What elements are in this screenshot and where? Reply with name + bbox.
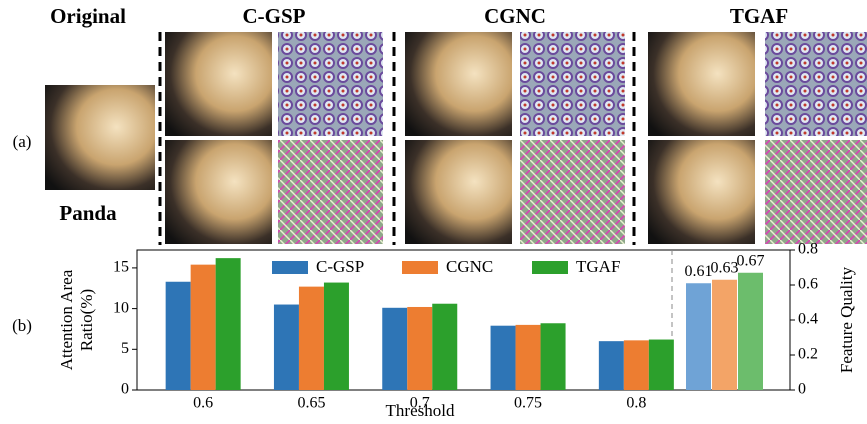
bar xyxy=(649,340,674,390)
legend-swatch xyxy=(532,261,568,274)
image xyxy=(648,32,755,136)
method-title: TGAF xyxy=(730,4,788,28)
x-tick-label: 0.75 xyxy=(514,395,542,412)
y-axis-label: Attention AreaRatio(%) xyxy=(57,269,96,370)
image xyxy=(765,140,867,244)
bar xyxy=(491,326,516,390)
method-title: CGNC xyxy=(484,4,546,28)
method-title: C-GSP xyxy=(243,4,306,28)
y-tick-label: 5 xyxy=(121,340,129,357)
panel-label: (a) xyxy=(13,132,32,151)
y2-tick-label: 0.6 xyxy=(798,276,818,293)
y2-axis-label: Feature Quality xyxy=(837,266,856,373)
bar xyxy=(516,325,541,390)
y2-tick-label: 0.8 xyxy=(798,241,818,258)
bar xyxy=(541,323,566,390)
bar xyxy=(624,340,649,390)
original-caption: Panda xyxy=(59,201,117,225)
x-tick-label: 0.65 xyxy=(297,395,325,412)
y2-tick-label: 0.2 xyxy=(798,346,818,363)
panel-label: (b) xyxy=(12,316,32,335)
x-tick-label: 0.8 xyxy=(626,395,646,412)
bar xyxy=(299,287,324,390)
image xyxy=(520,140,625,244)
image xyxy=(165,140,272,244)
bar xyxy=(599,341,624,390)
legend-swatch xyxy=(402,261,438,274)
legend-label: C-GSP xyxy=(316,257,364,276)
bar xyxy=(407,307,432,390)
image xyxy=(165,32,272,136)
value-label: 0.67 xyxy=(737,252,765,269)
bar xyxy=(324,283,349,390)
original-title: Original xyxy=(50,4,126,28)
bar xyxy=(216,258,241,390)
image xyxy=(405,32,512,136)
image xyxy=(278,140,383,244)
bar xyxy=(432,304,457,390)
y-tick-label: 15 xyxy=(113,259,129,276)
bar xyxy=(686,283,711,390)
y-tick-label: 0 xyxy=(121,381,129,398)
bar xyxy=(274,305,299,390)
image xyxy=(765,32,867,136)
bar xyxy=(712,280,737,390)
x-tick-label: 0.7 xyxy=(410,395,430,412)
image xyxy=(405,140,512,244)
image xyxy=(520,32,625,136)
figure: Original Panda (a) (b) C-GSP CGNC TGAF 0 5 10… xyxy=(0,0,867,424)
bar xyxy=(382,308,407,390)
image xyxy=(278,32,383,136)
x-tick-label: 0.6 xyxy=(193,395,213,412)
bar xyxy=(166,282,191,390)
page: {"panel_a": {"label": "(a)", "original_t… xyxy=(0,0,867,424)
bar xyxy=(191,265,216,390)
legend-label: CGNC xyxy=(446,257,493,276)
image xyxy=(648,140,755,244)
value-label: 0.61 xyxy=(685,263,713,280)
image xyxy=(45,85,155,190)
legend-label: TGAF xyxy=(576,257,620,276)
y2-tick-label: 0.4 xyxy=(798,311,818,328)
y-tick-label: 10 xyxy=(113,299,129,316)
legend-swatch xyxy=(272,261,308,274)
bar xyxy=(738,273,763,390)
y2-tick-label: 0 xyxy=(798,381,806,398)
value-label: 0.63 xyxy=(711,259,739,276)
